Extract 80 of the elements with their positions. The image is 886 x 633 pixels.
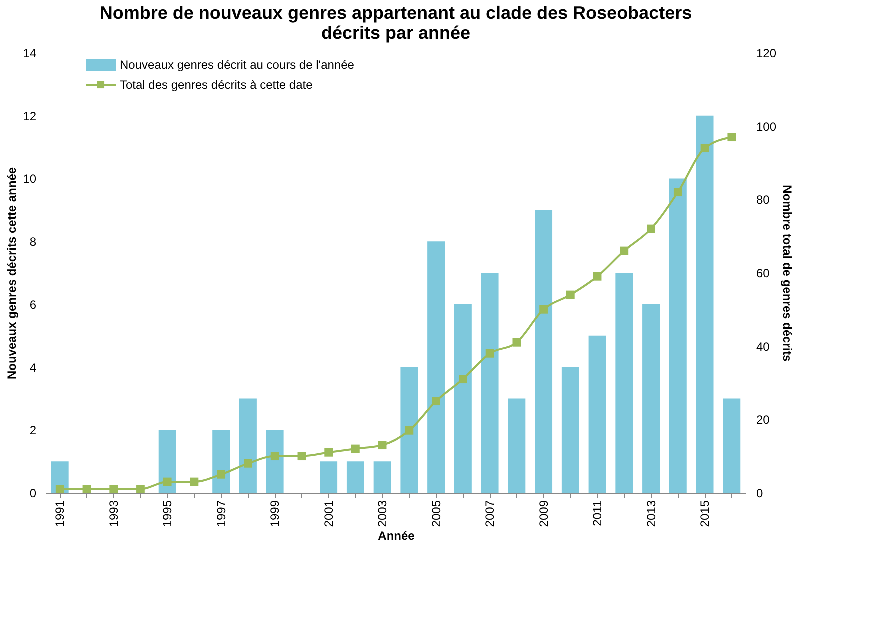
bar <box>562 367 580 493</box>
bar <box>669 178 687 493</box>
y-tick-label: 12 <box>23 109 37 124</box>
point <box>56 485 64 494</box>
point <box>298 452 306 461</box>
x-tick-label: 2013 <box>644 500 658 528</box>
y2-tick-label: 80 <box>756 193 770 208</box>
x-tick-label: 1997 <box>214 500 228 528</box>
bar <box>642 304 660 493</box>
x-tick-label: 2011 <box>590 500 605 526</box>
bar <box>508 398 526 493</box>
bar <box>266 430 284 493</box>
bar <box>454 304 472 493</box>
point <box>324 448 334 457</box>
bar <box>535 210 553 493</box>
bar <box>320 462 338 493</box>
point <box>244 459 252 468</box>
x-tick-label: 2005 <box>429 500 444 528</box>
bar <box>158 430 176 493</box>
point <box>163 478 172 486</box>
y-tick-label: 14 <box>23 46 37 60</box>
point <box>512 338 522 347</box>
y2-tick-label: 60 <box>756 266 770 280</box>
point <box>352 444 360 454</box>
bar <box>346 462 364 493</box>
y2-tick-label: 100 <box>756 120 777 134</box>
point <box>593 272 602 281</box>
point <box>700 144 710 153</box>
y2-tick-label: 0 <box>756 486 764 500</box>
bar <box>723 398 741 493</box>
point <box>110 485 118 494</box>
y2-tick-label: 40 <box>756 340 770 354</box>
x-tick-label: 1993 <box>106 500 121 528</box>
x-tick-label: 1995 <box>160 500 175 528</box>
legend-label: Total des genres décrits à cette date <box>120 78 314 92</box>
x-tick-label: 2015 <box>698 500 712 528</box>
bar <box>481 273 499 493</box>
x-tick-label: 2007 <box>483 500 498 528</box>
y2-axis-title: Nombre total de genres décrits <box>780 185 795 362</box>
point <box>647 224 656 234</box>
bar <box>616 273 634 493</box>
point <box>136 485 145 494</box>
y2-tick-label: 20 <box>756 413 770 428</box>
bar <box>239 398 257 493</box>
y-tick-label: 10 <box>23 172 37 186</box>
point <box>674 188 682 197</box>
y-tick-label: 8 <box>30 235 37 250</box>
x-tick-label: 1991 <box>53 500 68 528</box>
point <box>190 478 199 486</box>
x-tick-label: 2001 <box>322 500 336 528</box>
point <box>566 290 575 300</box>
chart-title: Nombre de nouveaux genres appartenant au clade des Roseobacters décrits par année <box>100 3 692 43</box>
y2-tick-label: 120 <box>756 46 777 60</box>
bar <box>212 430 230 493</box>
point <box>378 441 387 450</box>
y-tick-label: 0 <box>30 486 37 500</box>
legend-label: Nouveaux genres décrit au cours de l'année <box>120 58 355 72</box>
y-tick-label: 2 <box>30 424 37 438</box>
point <box>620 246 629 256</box>
point <box>486 349 494 358</box>
point <box>82 485 92 494</box>
point <box>217 470 226 479</box>
point <box>432 397 440 406</box>
x-tick-label: 2003 <box>376 500 390 528</box>
x-tick-label: 1999 <box>268 500 282 528</box>
y-tick-label: 6 <box>30 298 37 312</box>
point <box>270 452 280 461</box>
y-axis-title: Nouveaux genres décrits cette année <box>5 167 20 380</box>
bar <box>374 462 392 493</box>
bar <box>428 242 446 493</box>
bar <box>588 336 606 493</box>
bar <box>696 116 714 493</box>
point <box>540 305 548 314</box>
point <box>458 375 468 384</box>
x-tick-label: 2009 <box>536 500 551 528</box>
point <box>405 426 414 435</box>
y-tick-label: 4 <box>30 360 37 375</box>
point <box>728 133 736 142</box>
x-axis-title: Année <box>378 529 416 544</box>
bar <box>400 367 418 493</box>
